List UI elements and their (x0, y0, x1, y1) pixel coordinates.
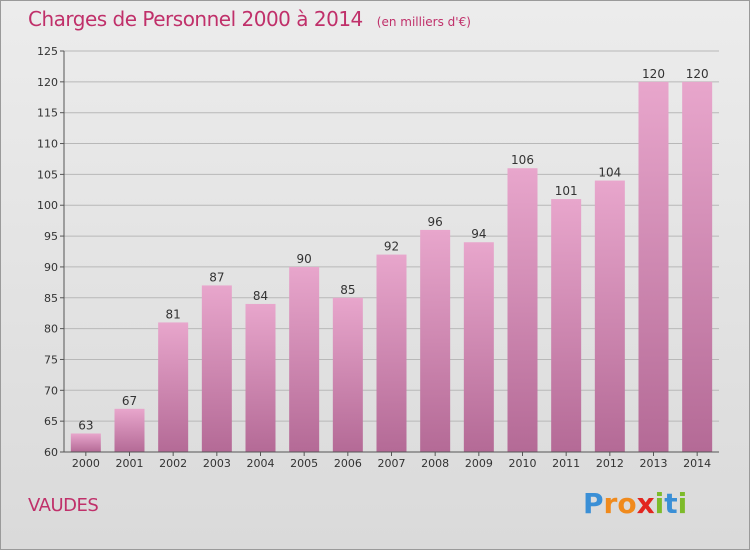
data-label: 120 (686, 67, 709, 81)
bar-2009 (463, 242, 494, 452)
bar-2007 (376, 254, 407, 452)
y-tick-label: 95 (44, 230, 58, 243)
x-tick-label: 2002 (159, 457, 187, 470)
y-tick-label: 120 (37, 76, 58, 89)
y-tick-label: 110 (37, 138, 58, 151)
data-label: 90 (297, 252, 312, 266)
y-tick-labels: 60 65 70 75 80 85 90 95 100 105 110 115 120 125 (37, 45, 58, 459)
data-label: 96 (428, 215, 443, 229)
y-tick-label: 80 (44, 323, 58, 336)
x-tick-label: 2010 (509, 457, 537, 470)
y-tick-label: 105 (37, 168, 58, 181)
y-tick-label: 90 (44, 261, 58, 274)
data-label: 87 (209, 270, 224, 284)
x-tick-label: 2008 (421, 457, 449, 470)
data-labels: 63 67 81 87 84 90 85 92 96 94 106 101 104 120 120 (78, 67, 708, 433)
bar-2002 (158, 322, 189, 452)
bar-2005 (289, 266, 320, 452)
bar-2003 (201, 285, 232, 452)
y-tick-label: 85 (44, 292, 58, 305)
data-label: 63 (78, 418, 93, 432)
x-tick-label: 2007 (378, 457, 406, 470)
x-tick-label: 2004 (247, 457, 275, 470)
y-tick-label: 70 (44, 384, 58, 397)
logo-letter: r (603, 487, 618, 520)
bar-2001 (114, 408, 145, 452)
location-name: VAUDES (28, 495, 99, 516)
x-tick-label: 2012 (596, 457, 624, 470)
chart-title: Charges de Personnel 2000 à 2014 (en mill… (28, 7, 471, 31)
x-tick-label: 2011 (552, 457, 580, 470)
data-label: 81 (166, 307, 181, 321)
proxiti-logo: Proxiti (583, 487, 687, 520)
y-tick-label: 115 (37, 107, 58, 120)
title-unit: (en milliers d'€) (376, 15, 471, 29)
x-tick-label: 2014 (683, 457, 711, 470)
logo-letter: o (617, 487, 637, 520)
bar-2013 (638, 81, 669, 452)
data-label: 104 (598, 166, 621, 180)
y-tick-label: 65 (44, 415, 58, 428)
x-tick-label: 2005 (290, 457, 318, 470)
data-label: 106 (511, 153, 534, 167)
data-label: 101 (555, 184, 578, 198)
bar-2010 (507, 168, 538, 452)
logo-letter: i (677, 487, 688, 520)
bar-2011 (551, 199, 582, 452)
x-tick-label: 2000 (72, 457, 100, 470)
x-tick-labels: 2000 2001 2002 2003 2004 2005 2006 2007 2008 2009… (72, 452, 711, 470)
bar-2008 (420, 229, 451, 452)
logo-letter: x (636, 487, 655, 520)
bar-2006 (332, 297, 363, 452)
data-label: 120 (642, 67, 665, 81)
data-label: 94 (471, 227, 486, 241)
logo-letter: P (583, 487, 604, 520)
x-tick-label: 2009 (465, 457, 493, 470)
bars (70, 81, 713, 453)
title-text: Charges de Personnel 2000 à 2014 (28, 7, 363, 31)
y-tick-label: 75 (44, 353, 58, 366)
bar-2000 (70, 433, 101, 452)
x-tick-label: 2001 (116, 457, 144, 470)
x-tick-label: 2006 (334, 457, 362, 470)
bar-2012 (594, 180, 625, 453)
bar-2004 (245, 303, 276, 452)
y-tick-label: 60 (44, 446, 58, 459)
x-tick-label: 2003 (203, 457, 231, 470)
logo-letter: i (654, 487, 665, 520)
data-label: 92 (384, 240, 399, 254)
y-tick-label: 100 (37, 199, 58, 212)
data-label: 85 (340, 283, 355, 297)
x-tick-label: 2013 (640, 457, 668, 470)
y-tick-label: 125 (37, 45, 58, 58)
data-label: 67 (122, 394, 137, 408)
logo-letter: t (664, 487, 678, 520)
data-label: 84 (253, 289, 268, 303)
bar-2014 (682, 81, 713, 452)
